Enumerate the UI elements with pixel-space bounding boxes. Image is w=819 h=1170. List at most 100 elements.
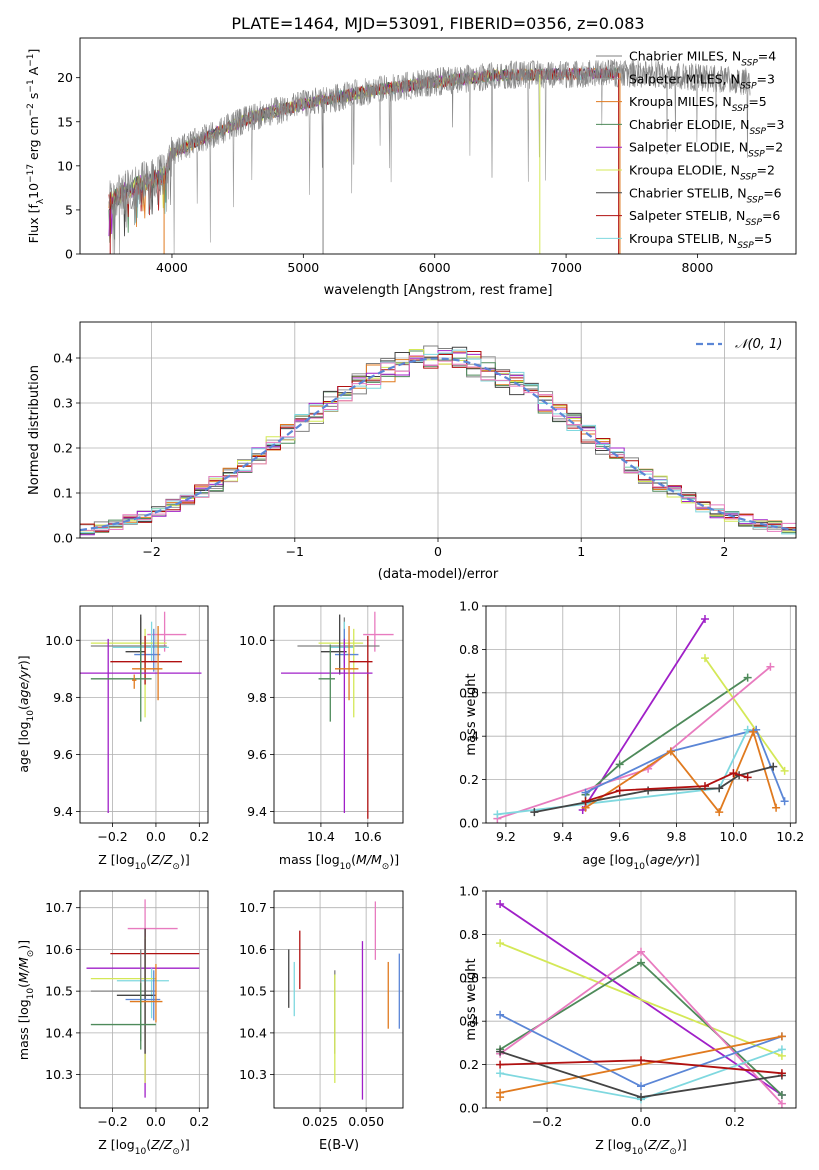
label-part: ( bbox=[643, 1137, 648, 1152]
y-tick-label: 15 bbox=[57, 114, 73, 129]
label-part: Z [log bbox=[98, 1137, 134, 1152]
label-part: −17 bbox=[26, 164, 36, 183]
x-axis-label: (data-model)/error bbox=[378, 567, 499, 582]
label-part: λ bbox=[36, 198, 46, 204]
legend-part: SSP bbox=[737, 241, 754, 251]
y-tick-label: 0.2 bbox=[459, 1057, 479, 1072]
legend-part: Salpeter STELIB, N bbox=[629, 208, 745, 223]
residual-histogram bbox=[80, 355, 796, 532]
y-tick-label: 1.0 bbox=[459, 599, 479, 614]
weight-marker bbox=[615, 786, 624, 795]
x-tick-label: 2 bbox=[720, 544, 728, 559]
weight-vs-Z-axes: −0.2 0.0 0.2 0.0 0.2 0.4 0.6 0.8 1.0 mass weight Z… bbox=[459, 884, 797, 1157]
legend-part: =4 bbox=[758, 49, 776, 64]
y-tick-label: 9.6 bbox=[53, 747, 73, 762]
y-axis-label: age [log10(age/yr)] bbox=[16, 655, 36, 772]
y-tick-label: 10.6 bbox=[45, 942, 73, 957]
y-tick-label: 10.5 bbox=[45, 984, 73, 999]
x-axis-label: wavelength [Angstrom, rest frame] bbox=[324, 283, 553, 298]
y-tick-label: 10.0 bbox=[45, 633, 73, 648]
y-axis-label: mass weight bbox=[464, 958, 479, 1040]
weight-marker bbox=[530, 808, 539, 817]
age-vs-Z-axes: −0.2 0.0 0.29.49.69.810.0Z [log10(Z/Z⊙)]ag… bbox=[16, 605, 209, 872]
mass-vs-ebv-plot bbox=[288, 901, 400, 1100]
legend-part: SSP bbox=[745, 218, 762, 228]
label-part: erg cm bbox=[26, 116, 41, 164]
spectrum-line bbox=[108, 59, 751, 254]
y-tick-label: 20 bbox=[57, 70, 73, 85]
weight-marker bbox=[743, 725, 752, 734]
legend-part: Kroupa STELIB, N bbox=[629, 231, 737, 246]
y-tick-label: 0.2 bbox=[53, 441, 73, 456]
x-tick-label: 9.6 bbox=[610, 829, 630, 844]
label-part: Z [log bbox=[595, 1137, 631, 1152]
label-part: −2 bbox=[26, 103, 36, 116]
label-part: Flux [f bbox=[26, 204, 41, 244]
legend-label: Salpeter MILES, NSSP=3 bbox=[629, 71, 775, 91]
x-tick-label: 0.025 bbox=[302, 1114, 338, 1129]
x-tick-label: −0.2 bbox=[97, 1114, 127, 1129]
weight-marker bbox=[637, 1056, 645, 1065]
weight-marker bbox=[729, 769, 738, 778]
y-tick-label: 10.0 bbox=[239, 633, 267, 648]
axes-frame bbox=[485, 890, 797, 1109]
y-tick-label: 0 bbox=[65, 247, 73, 262]
x-tick-label: 0 bbox=[434, 544, 442, 559]
x-axis-label: age [log10(age/yr)] bbox=[582, 852, 699, 872]
label-part: )] bbox=[16, 940, 31, 950]
x-tick-label: 1 bbox=[577, 544, 585, 559]
x-tick-label: 8000 bbox=[682, 260, 714, 275]
legend-part: SSP bbox=[748, 150, 765, 160]
label-part: 10 bbox=[26, 988, 36, 1000]
y-tick-label: 0.8 bbox=[459, 927, 479, 942]
legend-part: Salpeter ELODIE, N bbox=[629, 140, 748, 155]
legend-part: =3 bbox=[766, 117, 784, 132]
label-part: ( bbox=[16, 705, 31, 710]
x-tick-label: 10.2 bbox=[776, 829, 804, 844]
weight-marker bbox=[769, 762, 778, 771]
weight-marker bbox=[644, 786, 653, 795]
label-part: 10 bbox=[340, 862, 352, 872]
x-axis-label: mass [log10(M/M⊙)] bbox=[279, 852, 399, 872]
axes-frame bbox=[79, 605, 209, 824]
y-tick-label: 5 bbox=[65, 202, 73, 217]
label-part: s bbox=[26, 93, 41, 104]
label-part: age/yr bbox=[650, 852, 691, 867]
legend-label: Salpeter STELIB, NSSP=6 bbox=[629, 208, 780, 228]
x-tick-label: 4000 bbox=[156, 260, 188, 275]
label-part: −1 bbox=[26, 54, 36, 67]
weight-line bbox=[585, 728, 786, 802]
weight-marker bbox=[496, 1093, 505, 1102]
weight-marker bbox=[780, 797, 789, 806]
weight-vs-Z-plot bbox=[496, 900, 786, 1108]
label-part: M/M bbox=[356, 852, 382, 867]
x-tick-label: −0.2 bbox=[532, 1114, 562, 1129]
x-tick-label: 0.050 bbox=[348, 1114, 384, 1129]
legend-part: Chabrier MILES, N bbox=[629, 49, 741, 64]
label-part: A bbox=[26, 66, 41, 79]
residuals-axes: −2 −1 0 1 2 0.0 0.1 0.2 0.3 0.4 (data-model)/error… bbox=[27, 321, 797, 582]
label-part: )] bbox=[180, 1137, 190, 1152]
normal-curve bbox=[80, 357, 796, 532]
legend-part: Kroupa MILES, N bbox=[629, 94, 732, 109]
x-tick-label: 5000 bbox=[287, 260, 319, 275]
y-tick-label: 0.4 bbox=[459, 1014, 479, 1029]
x-axis-label: Z [log10(Z/Z⊙)] bbox=[595, 1137, 686, 1157]
x-axis-label: Z [log10(Z/Z⊙)] bbox=[98, 1137, 189, 1157]
axes-frame bbox=[273, 890, 404, 1109]
y-tick-label: 10 bbox=[57, 158, 73, 173]
spectrum-axes: 4000 5000 6000 7000 8000 0 5 10 15 20 wavelength [… bbox=[26, 37, 797, 298]
y-tick-label: 0.1 bbox=[53, 486, 73, 501]
x-axis-label: E(B-V) bbox=[319, 1138, 359, 1153]
mass-vs-Z-axes: −0.2 0.0 0.210.310.410.510.610.7Z [log10(Z… bbox=[16, 890, 209, 1157]
legend-label: Chabrier ELODIE, NSSP=3 bbox=[629, 117, 784, 137]
legend-part: SSP bbox=[747, 195, 764, 205]
weight-marker bbox=[743, 773, 752, 782]
label-part: Z/Z bbox=[150, 852, 173, 867]
weight-marker bbox=[637, 1082, 645, 1091]
label-part: Z/Z bbox=[647, 1137, 670, 1152]
label-part: 10 bbox=[135, 862, 147, 872]
weight-marker bbox=[496, 1047, 505, 1056]
weight-line bbox=[704, 657, 786, 772]
